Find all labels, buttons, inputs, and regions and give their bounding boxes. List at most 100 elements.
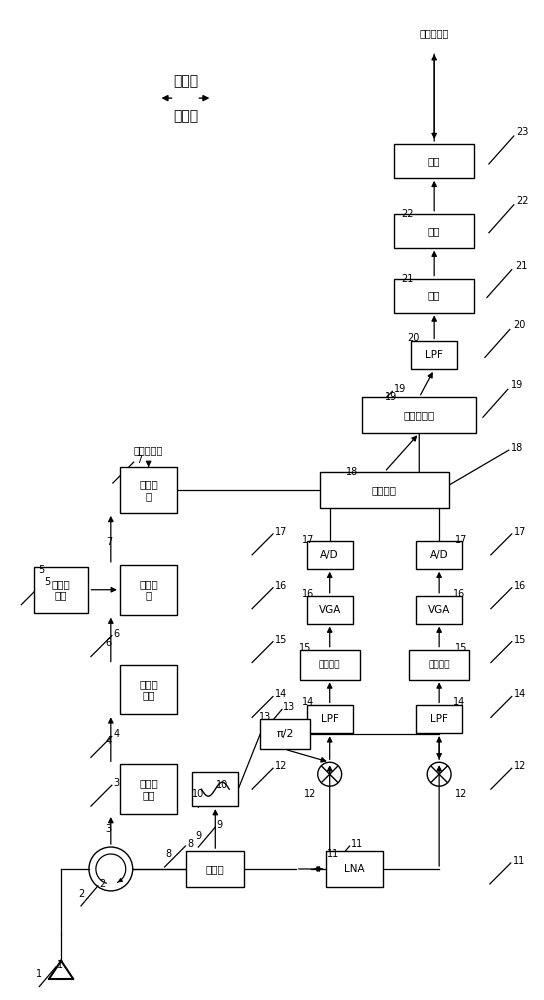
FancyBboxPatch shape bbox=[307, 705, 353, 733]
Text: 23: 23 bbox=[517, 127, 529, 137]
Text: 22: 22 bbox=[401, 209, 413, 219]
Text: 17: 17 bbox=[514, 527, 526, 537]
Text: 16: 16 bbox=[514, 581, 526, 591]
Text: 接收数据流: 接收数据流 bbox=[419, 28, 449, 38]
Text: 4: 4 bbox=[114, 729, 120, 739]
Text: 14: 14 bbox=[302, 697, 314, 707]
FancyBboxPatch shape bbox=[307, 596, 353, 624]
Text: 10: 10 bbox=[192, 789, 205, 799]
Text: 采样: 采样 bbox=[428, 226, 441, 236]
Text: LPF: LPF bbox=[430, 714, 448, 724]
FancyBboxPatch shape bbox=[409, 650, 469, 680]
Text: 12: 12 bbox=[275, 761, 287, 771]
Text: 16: 16 bbox=[453, 589, 465, 599]
Text: 14: 14 bbox=[514, 689, 526, 699]
Text: 16: 16 bbox=[302, 589, 314, 599]
Text: 均衡: 均衡 bbox=[428, 291, 441, 301]
Text: 20: 20 bbox=[513, 320, 525, 330]
Text: 12: 12 bbox=[455, 789, 467, 799]
Text: 14: 14 bbox=[453, 697, 465, 707]
FancyBboxPatch shape bbox=[120, 665, 177, 714]
FancyBboxPatch shape bbox=[326, 851, 384, 887]
Text: 4: 4 bbox=[106, 736, 112, 746]
Text: VGA: VGA bbox=[428, 605, 450, 615]
Text: 20: 20 bbox=[407, 333, 419, 343]
Text: 16: 16 bbox=[275, 581, 287, 591]
FancyBboxPatch shape bbox=[394, 214, 474, 248]
Text: 射频放
大器: 射频放 大器 bbox=[139, 679, 158, 700]
Text: 2: 2 bbox=[99, 879, 105, 889]
FancyBboxPatch shape bbox=[120, 467, 177, 513]
Text: 15: 15 bbox=[455, 643, 467, 653]
Text: 3: 3 bbox=[106, 824, 112, 834]
Text: 功率放
大器: 功率放 大器 bbox=[139, 778, 158, 800]
Text: 8: 8 bbox=[188, 839, 194, 849]
Text: 18: 18 bbox=[345, 467, 358, 477]
Text: 19: 19 bbox=[394, 384, 406, 394]
Text: 13: 13 bbox=[259, 712, 271, 722]
FancyBboxPatch shape bbox=[120, 565, 177, 615]
Text: 7: 7 bbox=[135, 455, 142, 465]
FancyBboxPatch shape bbox=[362, 397, 477, 433]
Text: 12: 12 bbox=[514, 761, 526, 771]
Text: 15: 15 bbox=[514, 635, 526, 645]
Text: A/D: A/D bbox=[320, 550, 339, 560]
Text: VGA: VGA bbox=[319, 605, 341, 615]
FancyBboxPatch shape bbox=[320, 472, 449, 508]
Text: LPF: LPF bbox=[425, 350, 443, 360]
Text: 13: 13 bbox=[283, 702, 295, 712]
FancyBboxPatch shape bbox=[34, 567, 89, 613]
Text: 15: 15 bbox=[275, 635, 287, 645]
Text: 21: 21 bbox=[515, 261, 527, 271]
Text: 频率合
成器: 频率合 成器 bbox=[52, 579, 71, 601]
Text: 6: 6 bbox=[114, 629, 120, 639]
Text: 18: 18 bbox=[511, 443, 523, 453]
FancyBboxPatch shape bbox=[411, 341, 457, 369]
Text: 17: 17 bbox=[455, 535, 467, 545]
FancyBboxPatch shape bbox=[416, 541, 462, 569]
Text: 波形成
形: 波形成 形 bbox=[139, 479, 158, 501]
Text: 1: 1 bbox=[57, 960, 63, 970]
Text: 发射机: 发射机 bbox=[173, 74, 198, 88]
Text: LPF: LPF bbox=[321, 714, 339, 724]
Text: 11: 11 bbox=[350, 839, 363, 849]
FancyBboxPatch shape bbox=[193, 772, 238, 806]
Text: 11: 11 bbox=[513, 856, 525, 866]
Text: 2: 2 bbox=[78, 889, 84, 899]
Text: 14: 14 bbox=[275, 689, 287, 699]
Text: π/2: π/2 bbox=[276, 729, 294, 739]
Text: 5: 5 bbox=[38, 565, 44, 575]
Text: A/D: A/D bbox=[430, 550, 448, 560]
Text: 采集处理: 采集处理 bbox=[372, 485, 397, 495]
FancyBboxPatch shape bbox=[300, 650, 360, 680]
FancyBboxPatch shape bbox=[187, 851, 244, 887]
Text: 解码: 解码 bbox=[428, 156, 441, 166]
Text: 19: 19 bbox=[385, 392, 398, 402]
Text: 12: 12 bbox=[304, 789, 316, 799]
Text: 19: 19 bbox=[511, 380, 523, 390]
Text: 11: 11 bbox=[326, 849, 339, 859]
Text: 6: 6 bbox=[106, 638, 112, 648]
Text: 22: 22 bbox=[517, 196, 529, 206]
Text: 10: 10 bbox=[217, 780, 228, 790]
Text: 接收机: 接收机 bbox=[173, 109, 198, 123]
FancyBboxPatch shape bbox=[307, 541, 353, 569]
Text: 21: 21 bbox=[401, 274, 413, 284]
Text: 发送数据流: 发送数据流 bbox=[134, 445, 163, 455]
FancyBboxPatch shape bbox=[260, 719, 310, 749]
Text: 5: 5 bbox=[44, 577, 51, 587]
FancyBboxPatch shape bbox=[416, 705, 462, 733]
Text: 抵消器: 抵消器 bbox=[206, 864, 225, 874]
FancyBboxPatch shape bbox=[120, 764, 177, 814]
Text: LNA: LNA bbox=[344, 864, 365, 874]
Text: 直流去除: 直流去除 bbox=[319, 660, 341, 669]
Text: 9: 9 bbox=[217, 820, 222, 830]
Text: 7: 7 bbox=[106, 537, 112, 547]
Text: 1: 1 bbox=[36, 969, 42, 979]
FancyBboxPatch shape bbox=[394, 144, 474, 178]
Text: 15: 15 bbox=[299, 643, 311, 653]
FancyBboxPatch shape bbox=[394, 279, 474, 313]
FancyBboxPatch shape bbox=[416, 596, 462, 624]
Text: 17: 17 bbox=[275, 527, 287, 537]
Text: 角调制
器: 角调制 器 bbox=[139, 579, 158, 601]
